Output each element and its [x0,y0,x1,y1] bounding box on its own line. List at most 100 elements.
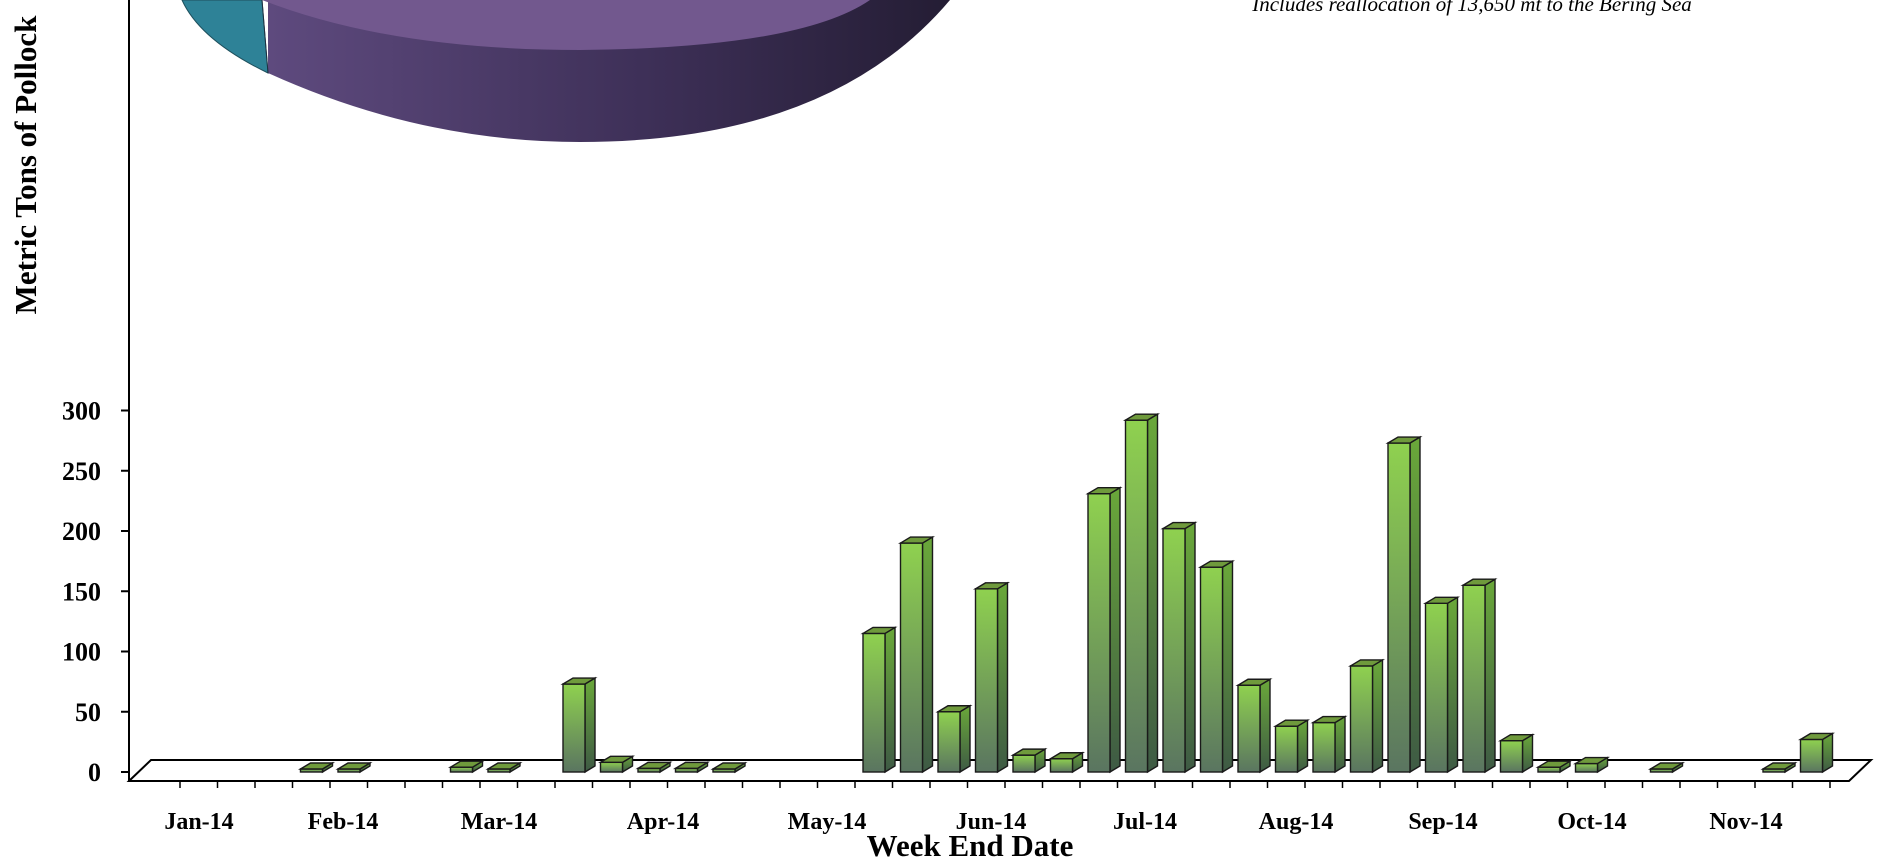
bar-top [297,762,336,770]
bar [1235,678,1273,774]
bar [1347,658,1386,774]
bar [672,761,711,774]
bar-front [1274,725,1299,773]
bar-top [1085,486,1123,495]
bar-side [1446,596,1459,774]
bar-top [672,761,711,770]
bar-side [921,535,934,774]
bar-top [1422,596,1461,604]
x-axis-month-labels: Jan-14 Feb-14 Mar-14 Apr-14 May-14 Jun-14 Jul-… [164,809,1782,835]
bar-side [1146,412,1159,774]
bar-top [1535,760,1573,768]
bar-front [1387,442,1411,773]
y-tick-label: 50 [75,698,101,727]
x-tick-label: Jun-14 [956,809,1027,835]
bar-side [1184,521,1196,774]
x-tick-label: Aug-14 [1259,809,1334,835]
bar [1460,577,1498,774]
bar-top [1235,678,1273,686]
y-tick-label: 200 [62,517,101,546]
bar-top [1310,715,1348,724]
bar-top [1122,413,1161,421]
y-tick-label: 100 [62,638,101,667]
bar-top [485,762,523,770]
x-tick-label: Mar-14 [461,809,537,835]
bar-top [1572,756,1611,765]
bar-front [1199,566,1224,773]
bar-front [1424,602,1449,773]
bar [1647,761,1686,774]
bar-top [972,582,1011,590]
bar-side [884,626,896,774]
bar-front [562,683,586,773]
bar [710,761,748,774]
x-axis-minor-ticks [179,781,1831,788]
bar-front [599,761,624,773]
y-tick-label: 250 [62,457,101,486]
x-tick-label: Jul-14 [1113,809,1177,835]
bar-side [1221,559,1234,774]
bar [1272,718,1311,774]
bar-top [1460,578,1498,586]
bar-top [560,677,598,685]
bar [1160,521,1198,774]
bar-front [1574,762,1599,773]
bar-top [1047,752,1086,760]
x-tick-label: Sep-14 [1408,809,1477,835]
bar-top [1760,762,1798,770]
bar-top [1347,659,1386,667]
bar [297,761,336,774]
bar [1385,435,1423,774]
bar-top [597,755,636,764]
x-tick-label: Feb-14 [308,809,379,835]
y-axis-ticks: 0 50 100 150 200 250 300 [62,397,129,787]
x-tick-label: May-14 [788,809,867,835]
bar-front [1499,739,1524,773]
bar-top [1160,521,1198,530]
bar [447,759,486,774]
bar-side [1296,718,1309,774]
x-tick-label: Nov-14 [1709,809,1782,835]
bar-top [897,536,936,544]
bar [485,761,523,774]
bars-group [297,412,1836,774]
bar [860,626,898,774]
pie-slice-teal [181,0,269,74]
pie-top-purple [262,0,870,50]
x-tick-label: Oct-14 [1557,809,1626,835]
bar-top [935,705,973,713]
bar [1010,747,1048,774]
bar-front [449,766,474,773]
bar-top [1010,748,1048,756]
bar-top [1497,733,1536,742]
bar-top [1797,732,1836,741]
bar [897,535,936,774]
bar [1085,486,1123,774]
bar-top [1197,560,1236,568]
y-tick-label: 150 [62,577,101,606]
bar [1310,715,1348,774]
bar [935,704,973,774]
bar [1197,559,1236,774]
bar [972,581,1011,774]
bar-front [899,542,924,773]
bar [560,676,598,774]
bar-front [1237,684,1261,773]
chart-note: Includes reallocation of 13,650 mt to th… [1251,0,1692,16]
bar [1572,756,1611,774]
bar-front [1312,721,1336,773]
bar-side [996,581,1009,774]
bar-top [1647,762,1686,770]
bar [597,755,636,774]
bar-front [1462,584,1486,773]
bar-top [1272,719,1311,727]
bar-top [1385,436,1423,444]
bar-front [1012,754,1036,773]
bar [1497,733,1536,774]
y-tick-label: 0 [88,758,101,787]
bar-side [584,676,596,774]
bar-front [974,588,999,773]
bar-front [1087,492,1111,773]
bar-top [710,762,748,770]
bar-top [335,762,373,770]
